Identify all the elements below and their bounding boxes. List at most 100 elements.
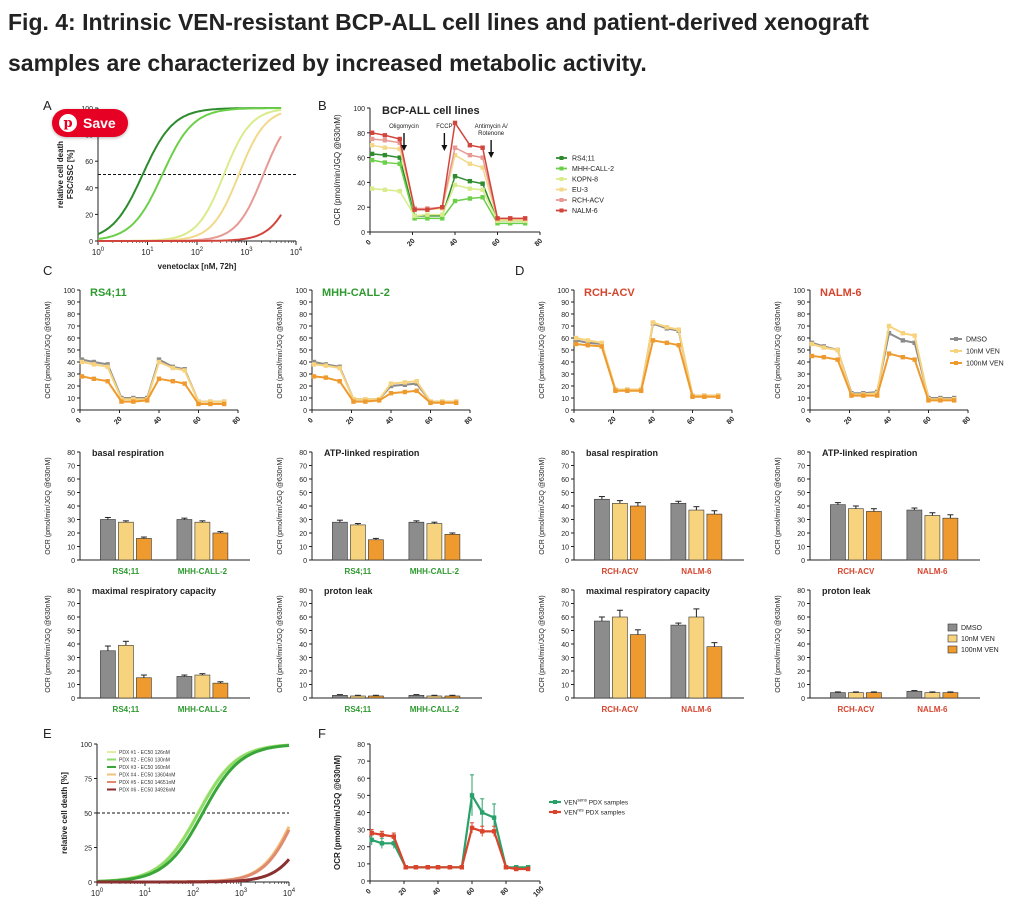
chart-d-max-title: maximal respiratory capacity [586, 586, 710, 596]
data-point [413, 865, 419, 870]
chart-f-y-tick-label: 30 [357, 828, 365, 835]
chart-c-rs4-11: 0 10 20 30 40 50 60 70 80 90 100 0 20 40 60 80 OCR (pmol… [45, 287, 242, 426]
category-label: NALM-6 [681, 567, 712, 576]
data-point [369, 157, 375, 163]
chart-c-atp-y-tick-label: 0 [303, 558, 307, 565]
chart-d-nalm-6-y-tick-label: 20 [797, 384, 805, 391]
chart-d-atp-y-tick-label: 10 [797, 545, 805, 552]
bar-10nm-ven [350, 524, 366, 561]
data-point [388, 391, 394, 396]
bar-100nm-ven [706, 646, 723, 699]
x-tick-base: 10 [191, 248, 200, 257]
chart-d-atp-y-tick-label: 80 [797, 450, 805, 457]
data-point [835, 347, 840, 353]
legend-swatch [947, 623, 958, 632]
data-point [425, 216, 430, 221]
data-point [467, 178, 473, 184]
data-point [585, 338, 591, 343]
data-point [369, 143, 375, 148]
data-point [625, 388, 630, 393]
bar-100nm-ven [368, 695, 384, 699]
chart-e-y-tick-label: 0 [88, 880, 92, 887]
bar-dmso [906, 509, 923, 561]
chart-c-leak-y-tick-label: 0 [303, 696, 307, 703]
chart-c-rs4-11-x-tick-label: 40 [153, 416, 164, 427]
legend-swatch [947, 634, 958, 643]
category-label: RS4;11 [345, 705, 372, 714]
chart-a-x-label: venetoclax [nM, 72h] [158, 262, 237, 271]
chart-b-y-tick-label: 20 [357, 205, 365, 212]
chart-d-leak-y-label: OCR (pmol/min/JGQ @630nM) [775, 595, 782, 692]
chart-b-y-tick-label: 100 [353, 106, 365, 113]
data-point [363, 397, 368, 402]
chart-d-nalm-6-y-tick-label: 60 [797, 336, 805, 343]
injection-arrowhead [488, 152, 495, 158]
chart-c-mhh-call-2-y-tick-label: 30 [299, 372, 307, 379]
chart-c-mhh-call-2-y-tick-label: 40 [299, 360, 307, 367]
data-point [886, 323, 892, 329]
legend-marker [553, 800, 557, 804]
data-point [156, 359, 162, 365]
chart-c-mhh-call-2-y-tick-label: 10 [299, 396, 307, 403]
injection-label: Oligomycin [389, 124, 419, 130]
chart-c-mhh-call-2-title: MHH-CALL-2 [322, 287, 390, 299]
category-label: RS4;11 [345, 567, 372, 576]
data-point [363, 399, 368, 404]
chart-c-atp-y-label: OCR (pmol/min/JGQ @630nM) [277, 457, 284, 554]
data-point [412, 213, 417, 219]
data-point [573, 335, 579, 341]
chart-a-y-label-line: relative cell death [56, 141, 65, 208]
legend-label: PDX #1 - EC50 126nM [119, 750, 170, 756]
bar-10nm-ven [118, 645, 134, 699]
bar-dmso [906, 690, 923, 699]
data-point [467, 186, 473, 191]
data-point [79, 359, 85, 365]
x-tick-base: 10 [187, 889, 196, 898]
data-point [467, 143, 473, 148]
data-point [508, 216, 513, 221]
bar-10nm-ven [688, 509, 705, 561]
chart-d-basal-y-label-line: OCR (pmol/min/JGQ @630nM) [539, 457, 546, 554]
data-point [208, 399, 213, 404]
data-point [585, 343, 591, 348]
chart-d-rch-acv-y-tick-label: 30 [561, 372, 569, 379]
bar-100nm-ven [630, 634, 646, 699]
x-tick-base: 10 [240, 248, 249, 257]
chart-d-rch-acv-y-tick-label: 60 [561, 336, 569, 343]
data-point [402, 382, 408, 387]
data-point [522, 221, 528, 226]
legend-label-prefix: VEN [564, 800, 578, 807]
data-point [503, 865, 509, 870]
chart-c-leak-y-tick-label: 70 [299, 602, 307, 609]
chart-c-mhh-call-2: 0 10 20 30 40 50 60 70 80 90 100 0 20 40 60 80 OCR (pmol… [277, 287, 474, 426]
category-label: MHH-CALL-2 [410, 567, 460, 576]
legend-label: MHH-CALL-2 [572, 166, 614, 173]
data-point [131, 397, 136, 402]
chart-d-nalm-6-y-tick-label: 30 [797, 372, 805, 379]
data-point [469, 793, 475, 798]
bar-100nm-ven [212, 532, 229, 561]
chart-e-y-tick-label: 25 [84, 846, 92, 853]
pinterest-save-button[interactable]: p Save [52, 109, 128, 137]
data-point [886, 331, 892, 336]
chart-c-max: 0 10 20 30 40 50 60 70 80 OCR (pmol/min/JGQ @630n… [45, 586, 250, 714]
pinterest-icon: p [59, 114, 77, 132]
data-point [480, 145, 485, 150]
chart-e-x-tick-label: 103 [235, 888, 248, 898]
chart-d-nalm-6-y-tick-label: 10 [797, 396, 805, 403]
sigmoid-curve-pdx-5-ec50-14651nm [97, 829, 291, 884]
x-tick-base: 10 [92, 248, 101, 257]
chart-d-rch-acv-title: RCH-ACV [584, 287, 635, 299]
data-point [221, 399, 227, 404]
data-point [323, 363, 329, 368]
chart-c-basal-y-tick-label: 30 [67, 518, 75, 525]
chart-e-x-tick-label: 104 [283, 888, 296, 898]
injection-label-2: Rotenone [478, 131, 505, 137]
chart-c-mhh-call-2-x-tick-label: 60 [424, 416, 435, 427]
data-point [379, 832, 385, 837]
chart-c-leak-y-tick-label: 40 [299, 642, 307, 649]
chart-c-max-y-label-line: OCR (pmol/min/JGQ @630nM) [45, 595, 52, 692]
chart-d-basal-y-tick-label: 0 [565, 558, 569, 565]
legend-label: RS4;11 [572, 156, 595, 163]
data-point [351, 397, 356, 402]
